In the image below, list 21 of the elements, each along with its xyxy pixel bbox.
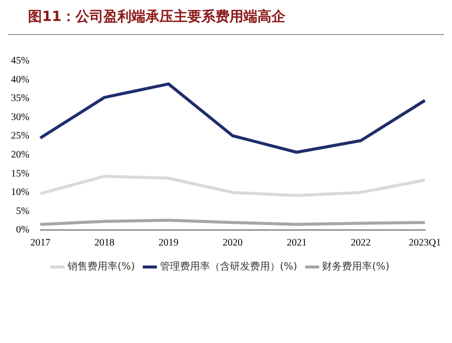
legend-label: 财务费用率(%) <box>322 260 390 273</box>
y-tick-label: 35% <box>10 93 30 104</box>
y-tick-label: 5% <box>16 206 30 217</box>
x-tick-label: 2021 <box>286 238 307 249</box>
y-tick-label: 10% <box>10 187 30 198</box>
y-tick-label: 25% <box>10 130 30 142</box>
x-tick-label: 2018 <box>94 238 114 249</box>
x-tick-label: 2022 <box>350 238 371 249</box>
y-tick-label: 30% <box>10 112 30 123</box>
x-tick-label: 2023Q1 <box>408 238 442 249</box>
y-tick-label: 15% <box>10 168 30 180</box>
legend-label: 销售费用率(%) <box>66 260 135 273</box>
x-tick-label: 2019 <box>158 238 179 249</box>
legend-label: 管理费用率（含研发费用）(%) <box>160 260 298 273</box>
x-tick-label: 2017 <box>30 238 50 249</box>
x-tick-label: 2020 <box>222 238 243 249</box>
y-tick-label: 0% <box>16 224 30 236</box>
y-tick-label: 20% <box>10 150 30 161</box>
y-tick-label: 45% <box>10 56 30 67</box>
chart-title: 图11：公司盈利端承压主要系费用端高企 <box>28 8 286 26</box>
y-tick-label: 40% <box>10 74 30 86</box>
